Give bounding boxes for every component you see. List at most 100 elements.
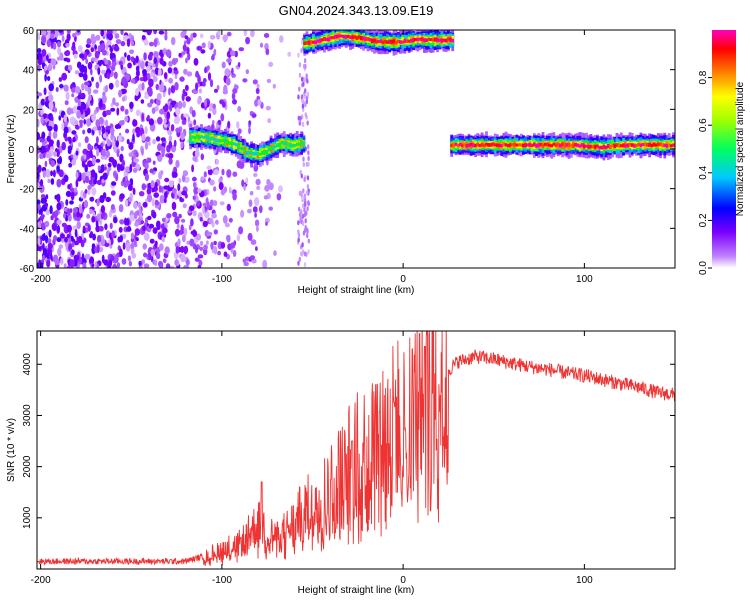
noise-cell (148, 87, 153, 93)
noise-cell (193, 186, 199, 195)
band-cell (403, 38, 407, 43)
noise-cell (201, 42, 206, 49)
noise-cell (143, 232, 150, 241)
band-cell (495, 143, 499, 147)
noise-cell (90, 68, 93, 76)
noise-cell (65, 43, 70, 48)
band-cell (433, 37, 437, 42)
band-cell (665, 143, 669, 148)
noise-cell (110, 107, 116, 112)
noise-cell (186, 47, 190, 55)
band-cell (554, 143, 558, 147)
noise-cell (180, 132, 185, 141)
noise-cell (99, 74, 103, 83)
noise-cell (226, 31, 232, 37)
noise-cell (37, 245, 41, 251)
noise-cell (85, 43, 91, 48)
noise-cell (95, 81, 100, 89)
noise-cell (306, 78, 309, 84)
noise-cell (75, 150, 79, 156)
noise-cell (206, 240, 209, 245)
spectrogram-plot-area (37, 30, 675, 268)
noise-cell (61, 122, 65, 131)
noise-cell (134, 228, 141, 236)
noise-cell (300, 48, 303, 54)
noise-cell (50, 58, 57, 66)
band-cell (381, 40, 385, 44)
noise-cell (196, 45, 203, 51)
noise-cell (247, 208, 252, 214)
noise-cell (154, 259, 158, 267)
colorbar-ticks: 0.0 0.2 0.4 0.6 0.8 (698, 70, 712, 275)
noise-cell (192, 195, 196, 200)
noise-cell (59, 84, 64, 89)
noise-cell (298, 190, 302, 196)
noise-cell (114, 33, 120, 39)
noise-cell (143, 263, 150, 268)
noise-cell (189, 205, 195, 212)
noise-cell (85, 152, 91, 160)
noise-cell (305, 161, 309, 167)
noise-cell (230, 50, 236, 57)
noise-cell (72, 41, 76, 48)
noise-cell (58, 115, 62, 121)
noise-cell (179, 76, 185, 82)
noise-cell (94, 50, 100, 59)
noise-cell (87, 143, 92, 151)
noise-cell (96, 244, 100, 254)
noise-cell (95, 158, 101, 163)
noise-cell (242, 258, 246, 263)
noise-cell (95, 58, 99, 64)
noise-cell (223, 84, 228, 94)
noise-cell (124, 175, 128, 183)
noise-cell (146, 30, 152, 36)
noise-cell (87, 160, 93, 168)
band-cell (543, 142, 547, 146)
noise-cell (130, 178, 134, 187)
noise-cell (92, 126, 98, 131)
band-cell (234, 143, 238, 147)
noise-cell (213, 48, 217, 56)
noise-cell (174, 81, 179, 91)
noise-cell (112, 263, 118, 268)
noise-cell (45, 69, 49, 75)
noise-cell (43, 152, 46, 159)
noise-cell (67, 213, 72, 222)
noise-cell (153, 38, 158, 48)
noise-cell (168, 140, 173, 149)
noise-cell (209, 199, 214, 207)
band-cell (258, 152, 262, 156)
noise-cell (147, 114, 150, 121)
noise-cell (276, 193, 282, 201)
noise-cell (247, 232, 253, 241)
noise-cell (132, 119, 138, 127)
noise-cell (198, 259, 203, 267)
noise-cell (157, 116, 163, 125)
noise-cell (230, 242, 236, 249)
noise-cell (192, 32, 197, 38)
band-cell (323, 37, 326, 41)
noise-cell (113, 71, 118, 80)
band-cell (498, 143, 501, 148)
noise-cell (96, 263, 99, 268)
band-cell (338, 34, 341, 38)
noise-cell (118, 89, 123, 98)
noise-cell (88, 256, 95, 265)
x-tick-label: 100 (576, 575, 593, 586)
band-cell (635, 144, 638, 147)
noise-cell (237, 62, 241, 68)
noise-cell (183, 245, 188, 255)
noise-cell (250, 239, 257, 245)
noise-cell (119, 193, 125, 200)
noise-cell (42, 170, 46, 178)
noise-cell (299, 169, 302, 175)
noise-cell (101, 148, 107, 157)
noise-cell (133, 158, 140, 163)
band-cell (307, 40, 311, 45)
noise-cell (204, 99, 208, 108)
noise-cell (154, 119, 157, 125)
x-tick-label: -200 (31, 575, 51, 586)
noise-cell (207, 40, 211, 49)
snr-frame (36, 330, 676, 570)
noise-cell (135, 151, 139, 158)
